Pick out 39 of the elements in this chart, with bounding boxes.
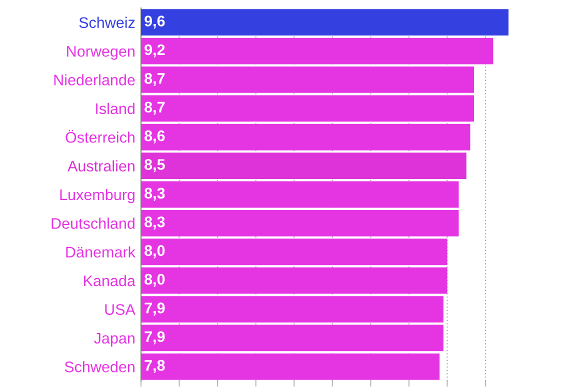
data-label: 7,9 bbox=[144, 302, 165, 316]
bar bbox=[141, 181, 459, 208]
data-label: 8,0 bbox=[144, 245, 165, 258]
y-tick-label: Schweden bbox=[64, 361, 134, 372]
bar bbox=[141, 95, 474, 122]
y-tick-label: Österreich bbox=[66, 130, 134, 143]
bar bbox=[141, 267, 448, 294]
y-tick-label: Deutschland bbox=[52, 218, 134, 229]
data-label: 8,0 bbox=[144, 274, 165, 287]
y-tick-label: Dänemark bbox=[66, 246, 136, 258]
data-label: 8,3 bbox=[144, 216, 165, 230]
bar bbox=[141, 152, 466, 180]
data-label: 8,7 bbox=[144, 73, 165, 86]
y-tick-label: Luxemburg bbox=[60, 188, 134, 204]
data-label: 8,7 bbox=[144, 102, 165, 115]
y-tick-label: Japan bbox=[94, 332, 134, 347]
bar bbox=[141, 210, 459, 236]
y-tick-label: Australien bbox=[68, 160, 134, 172]
data-label: 8,5 bbox=[144, 159, 165, 172]
data-label: 8,3 bbox=[144, 188, 165, 201]
bar bbox=[141, 124, 470, 150]
data-label: 7,9 bbox=[144, 331, 165, 344]
data-label: 9,2 bbox=[144, 44, 165, 58]
bar bbox=[141, 296, 444, 322]
data-label: 9,6 bbox=[144, 16, 165, 29]
bar bbox=[141, 324, 444, 352]
y-tick-label: Kanada bbox=[84, 275, 136, 286]
y-tick-label: Norwegen bbox=[67, 46, 134, 60]
y-tick-label: Niederlande bbox=[54, 74, 135, 86]
y-tick-label: Island bbox=[96, 102, 134, 114]
data-label: 8,6 bbox=[144, 130, 165, 144]
bar bbox=[141, 9, 508, 36]
bar bbox=[141, 238, 448, 266]
data-label: 7,8 bbox=[144, 360, 165, 373]
y-tick-label: Schweiz bbox=[79, 16, 135, 28]
y-tick-label: USA bbox=[105, 304, 136, 315]
bar bbox=[141, 353, 440, 380]
bar bbox=[141, 38, 494, 64]
bar bbox=[141, 66, 474, 93]
